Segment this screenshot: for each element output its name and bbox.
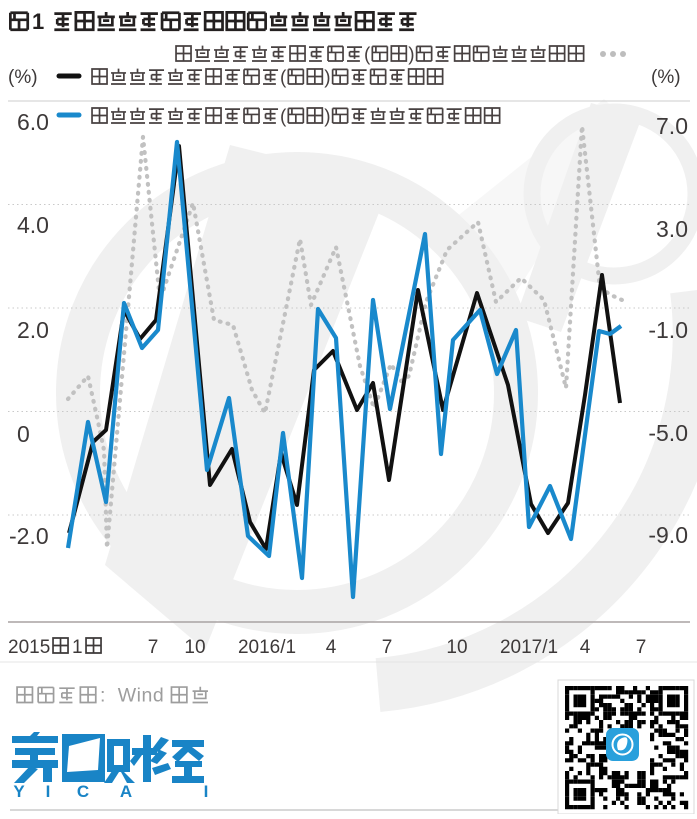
svg-text:7: 7 [148,637,159,658]
svg-text:): ) [324,106,330,127]
svg-text:A: A [120,782,132,801]
svg-text:4: 4 [580,637,591,658]
svg-text:10: 10 [184,637,205,658]
svg-text:10: 10 [446,637,467,658]
svg-text:6.0: 6.0 [17,109,49,135]
svg-text:(: ( [280,106,287,127]
svg-text:2017/1: 2017/1 [500,637,558,658]
svg-text:1: 1 [32,9,44,34]
svg-text:-5.0: -5.0 [648,420,688,446]
svg-text:: Wind: : Wind [100,685,164,707]
svg-text:2.0: 2.0 [17,317,49,343]
svg-text:(: ( [364,44,371,65]
svg-text:7.0: 7.0 [656,113,688,139]
svg-text:2015: 2015 [8,637,50,658]
svg-text:(%): (%) [651,67,681,88]
svg-text:): ) [408,44,414,65]
svg-text:-1.0: -1.0 [648,317,688,343]
svg-text:Y: Y [13,782,25,801]
svg-text:4.0: 4.0 [17,212,49,238]
svg-text:7: 7 [636,637,647,658]
svg-text:-9.0: -9.0 [648,522,688,548]
svg-text:(: ( [280,67,287,88]
svg-text:-2.0: -2.0 [9,523,49,549]
svg-text:4: 4 [326,637,337,658]
svg-text:C: C [77,782,89,801]
svg-text:2016/1: 2016/1 [238,637,296,658]
svg-text:7: 7 [382,637,393,658]
svg-text:I: I [204,782,209,801]
svg-text:I: I [46,782,51,801]
svg-text:): ) [324,67,330,88]
svg-text:1: 1 [72,637,83,658]
svg-text:3.0: 3.0 [656,216,688,242]
svg-text:(%): (%) [8,67,38,88]
svg-text:0: 0 [17,421,30,447]
